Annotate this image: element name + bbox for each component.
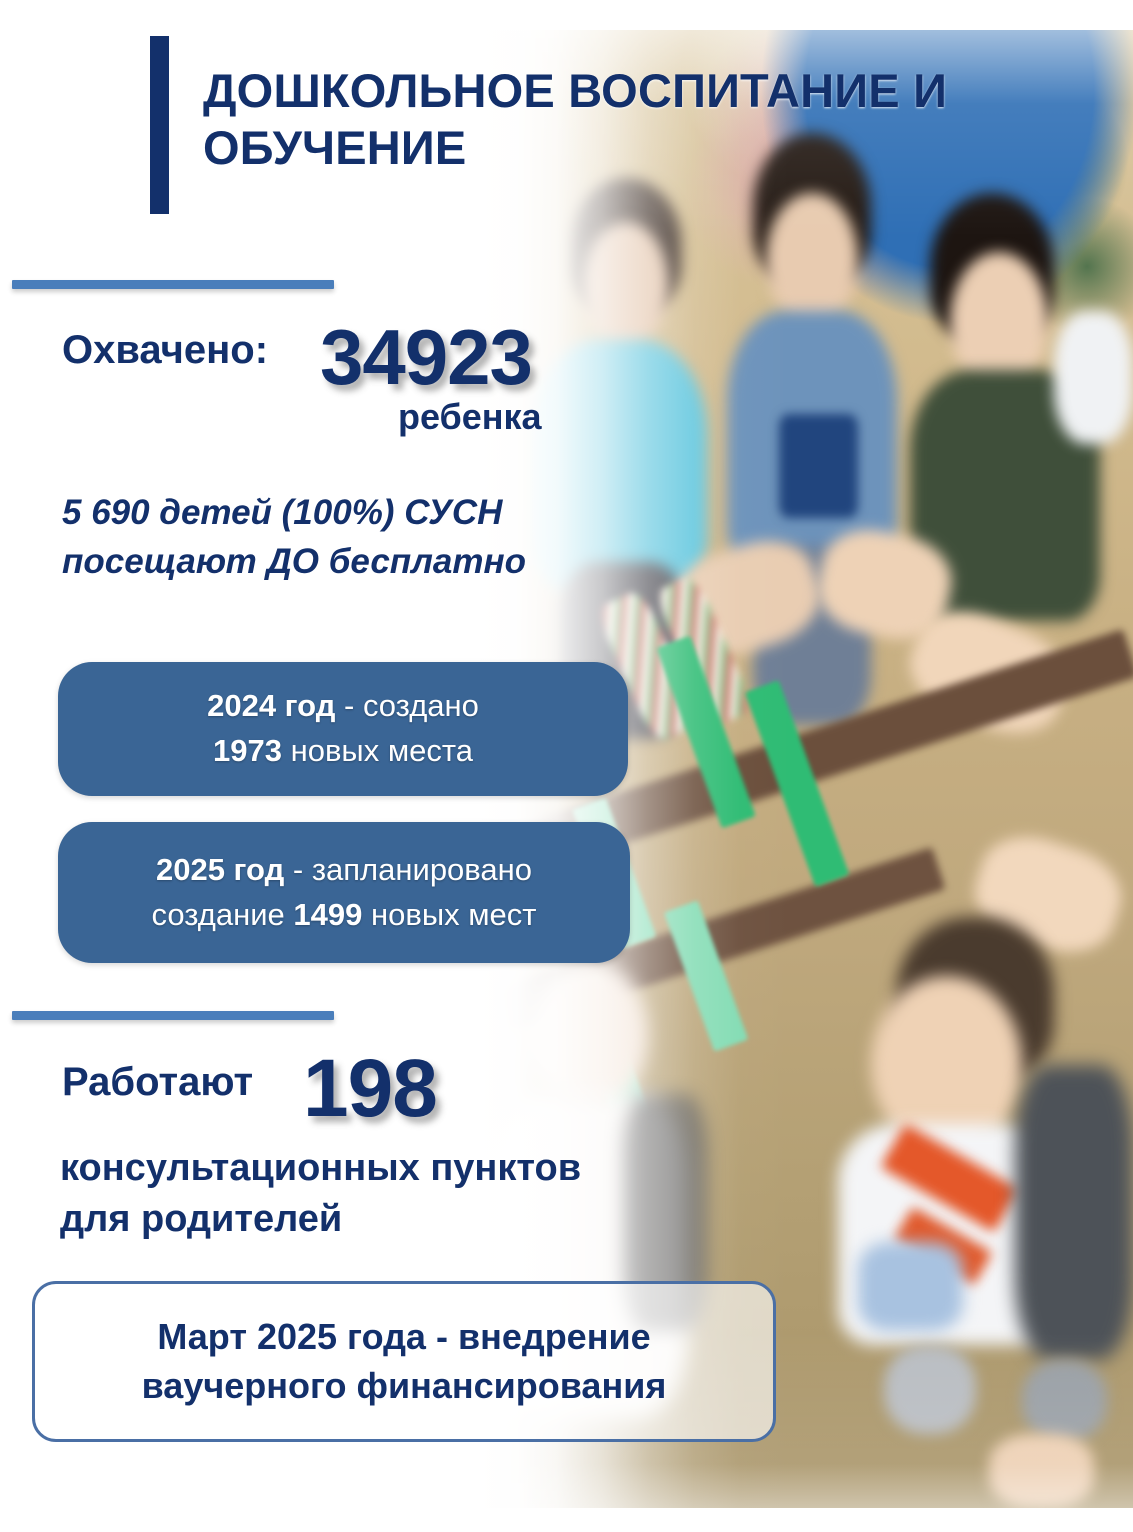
divider-top [12,280,334,289]
stat-box-2024-year: 2024 год [207,688,336,724]
covered-label: Охвачено: [62,328,269,372]
page-title: ДОШКОЛЬНОЕ ВОСПИТАНИЕ И ОБУЧЕНИЕ [203,64,948,175]
working-value: 198 [301,1041,441,1137]
stat-box-2024-unit: новых места [281,733,473,768]
stat-box-2025: 2025 год - запланировано создание 1499 н… [58,822,630,963]
stat-box-2025-count: 1499 [293,896,363,932]
stat-box-2025-year: 2025 год [155,851,285,887]
stat-box-2024-count: 1973 [213,733,282,768]
stat-box-2024-action: - создано [335,688,479,724]
working-description: консультационных пунктов для родителей [60,1147,582,1240]
voucher-financing-box: Март 2025 года - внедрение ваучерного фи… [32,1281,776,1442]
stat-box-2025-action: - запланировано [284,851,533,887]
voucher-line-1: Март 2025 года - внедрение [157,1315,651,1357]
stat-box-2025-text: 2025 год - запланировано создание 1499 н… [126,848,563,938]
stat-box-2025-prefix: создание [151,896,294,932]
covered-unit: ребенка [398,396,542,437]
photo-collage [478,30,1133,1508]
free-attendance-note: 5 690 детей (100%) СУСН посещают ДО бесп… [62,493,527,581]
stat-box-2024: 2024 год - создано 1973 новых места [58,662,628,796]
stat-box-2024-text: 2024 год - создано 1973 новых места [181,684,505,774]
divider-bottom [12,1011,334,1020]
voucher-financing-text: Март 2025 года - внедрение ваучерного фи… [124,1313,685,1411]
working-label: Работают [62,1060,254,1104]
stat-box-2025-unit: новых мест [362,896,537,932]
covered-value: 34923 [318,311,536,404]
title-accent-bar [150,36,169,214]
voucher-line-2: ваучерного финансирования [141,1364,667,1406]
